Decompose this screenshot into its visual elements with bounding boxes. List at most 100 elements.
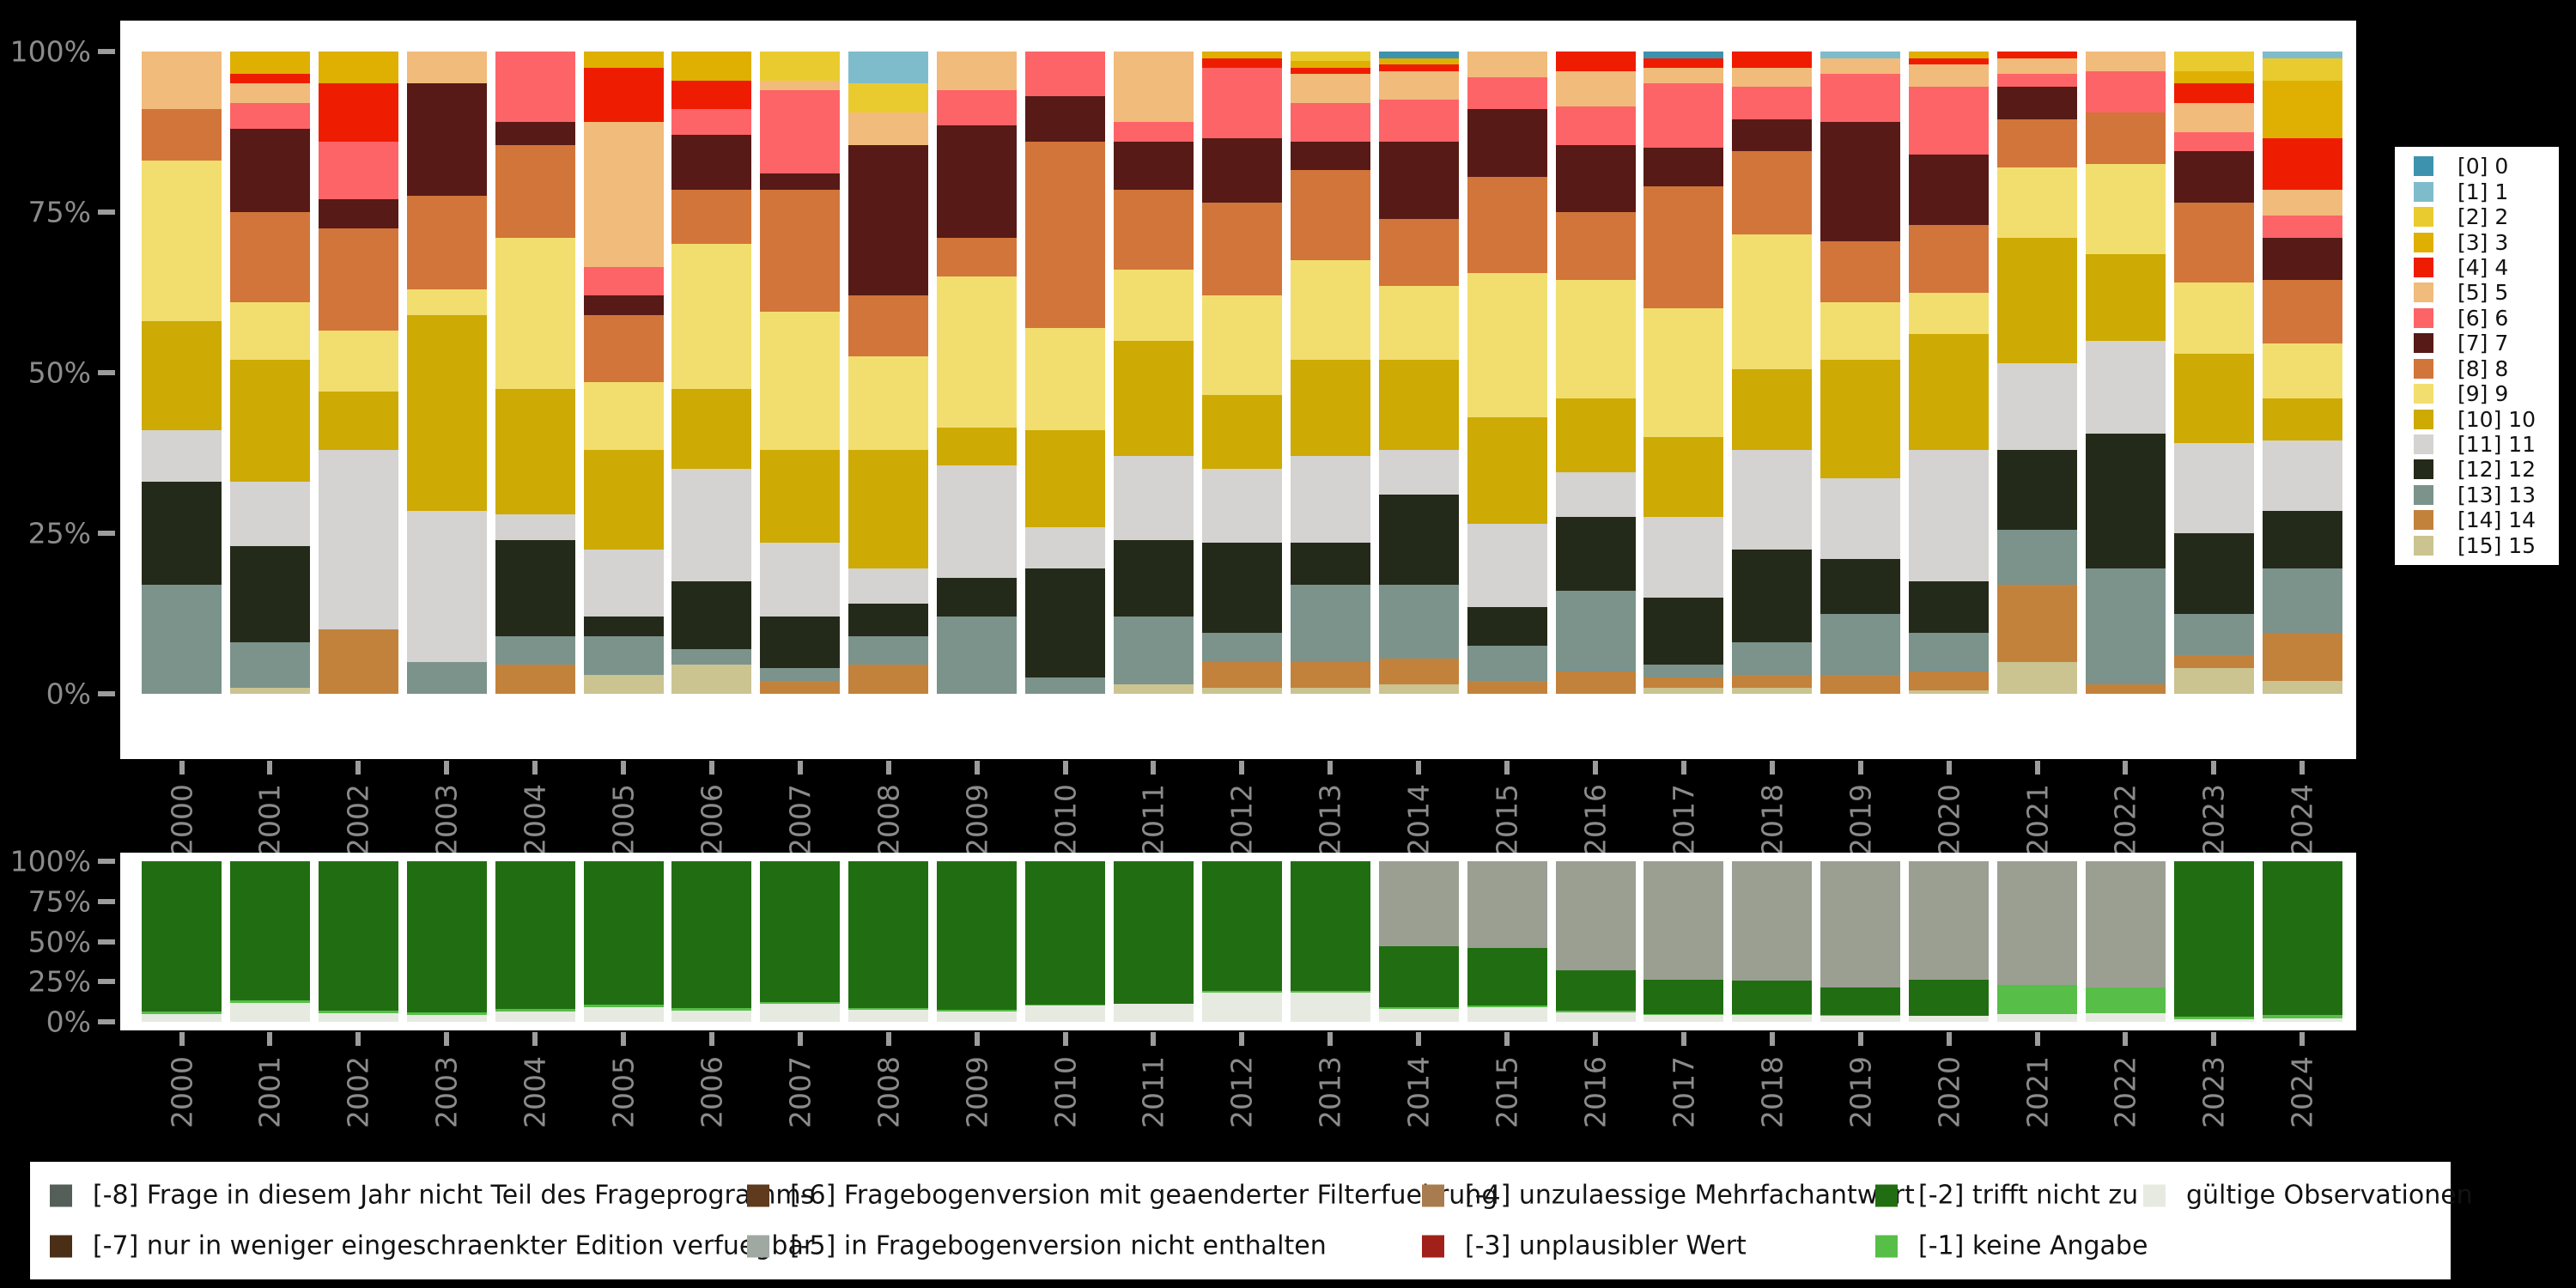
segment-11-2024 [2262,440,2342,511]
top-chart-bars [142,52,2342,694]
segment--2-2018 [1732,981,1813,1014]
legend-swatch-6 [2414,307,2433,328]
y-axis-label: 50% [27,355,91,390]
segment-11-2020 [1909,449,1990,582]
segment-15-2018 [1732,687,1813,694]
year-label: 2012 [1224,1056,1259,1128]
segment-14-2012 [1201,661,1282,688]
y-axis-label: 75% [27,195,91,229]
segment-14-2021 [1997,584,2078,662]
segment-2-2007 [760,52,841,81]
y-axis-label: 25% [27,516,91,550]
segment-13-2006 [671,648,752,665]
missing-legend-label-6: [-2] trifft nicht zu [1918,1180,2139,1211]
y-axis-tick [98,899,115,904]
segment-9-2004 [495,237,575,389]
bar-2024 [2262,861,2342,1022]
x-axis-year: 2019 [1820,777,1900,863]
segment--1-2015 [1467,1005,1547,1008]
legend-swatch-11 [2414,434,2433,455]
y-axis-label: 100% [9,844,91,878]
segment-9-2007 [760,311,841,450]
segment-10-2019 [1820,360,1901,479]
segment-6-2005 [583,266,664,296]
segment--2-2014 [1378,946,1459,1008]
year-label: 2021 [2020,784,2055,856]
x-tick-slot [142,1032,222,1046]
segment--5-2014 [1378,861,1459,947]
segment-4-2021 [1997,52,2078,58]
year-label: 2013 [1313,784,1347,856]
segment-9-2024 [2262,343,2342,398]
x-axis-year: 2008 [848,1049,928,1135]
year-label: 2004 [518,1056,552,1128]
segment-12-2021 [1997,449,2078,531]
segment-12-2014 [1378,495,1459,585]
segment--1-2020 [1909,1015,1990,1017]
segment-12-2016 [1555,517,1636,592]
legend-swatch-4 [2414,257,2433,277]
year-label: 2011 [1136,1056,1170,1128]
x-axis-year: 2006 [671,777,751,863]
x-axis-tick [355,1032,361,1046]
legend-label-0: [0] 0 [2458,154,2509,179]
missing-legend-entry-0: [-8] Frage in diesem Jahr nicht Teil des… [50,1181,814,1211]
bar-2022 [2085,52,2166,694]
legend-swatch-0 [2414,156,2433,177]
bar-2024 [2262,52,2342,694]
segment-8-2024 [2262,279,2342,344]
segment-4-2012 [1201,58,1282,68]
segment-11-2013 [1290,456,1370,544]
segment-11-2002 [318,449,398,630]
y-axis-tick [98,691,115,696]
segment-0-2017 [1643,52,1724,58]
legend-label-1: [1] 1 [2458,179,2509,204]
segment-9-2021 [1997,167,2078,238]
segment-9-2014 [1378,286,1459,361]
legend-label-9: [9] 9 [2458,381,2509,407]
segment-5-2005 [583,122,664,267]
segment-7-2009 [937,125,1018,238]
x-axis-tick [885,761,891,775]
segment-6-2007 [760,89,841,174]
x-axis-tick [1593,761,1598,775]
bar-2017 [1643,861,1724,1022]
bar-2015 [1467,52,1547,694]
segment-13-2014 [1378,584,1459,659]
segment--5-2015 [1467,861,1547,948]
x-tick-slot [1909,761,1989,775]
x-tick-slot [1643,761,1723,775]
year-label: 2003 [429,1056,464,1128]
year-label: 2012 [1224,784,1259,856]
segment-valid-2011 [1113,1004,1194,1022]
x-axis-tick [1946,761,1952,775]
segment-7-2017 [1643,148,1724,187]
segment-5-2019 [1820,58,1901,75]
legend-entry-0: [0] 0 [2414,154,2559,179]
segment-13-2018 [1732,642,1813,675]
x-tick-slot [1025,1032,1105,1046]
missing-legend-label-5: [-3] unplausibler Wert [1465,1230,1747,1261]
x-tick-slot [1556,761,1636,775]
segment-12-2015 [1467,607,1547,646]
segment-12-2001 [229,545,310,643]
missing-legend-label-8: gültige Observationen [2186,1180,2473,1211]
year-label: 2021 [2020,1056,2055,1128]
year-label: 2014 [1401,784,1436,856]
year-label: 2015 [1490,784,1524,856]
segment-14-2007 [760,681,841,694]
x-tick-slot [1291,761,1370,775]
x-tick-slot [495,761,575,775]
segment-10-2012 [1201,395,1282,470]
segment-14-2018 [1732,674,1813,688]
segment-9-2010 [1025,327,1106,431]
bar-2005 [583,861,664,1022]
segment-9-2006 [671,244,752,389]
bar-2009 [937,52,1018,694]
segment-15-2014 [1378,683,1459,694]
year-label: 2009 [960,784,994,856]
segment-valid-2022 [2085,1012,2166,1022]
segment-valid-2020 [1909,1016,1990,1022]
bar-2020 [1909,52,1990,694]
segment-3-2002 [318,52,398,84]
